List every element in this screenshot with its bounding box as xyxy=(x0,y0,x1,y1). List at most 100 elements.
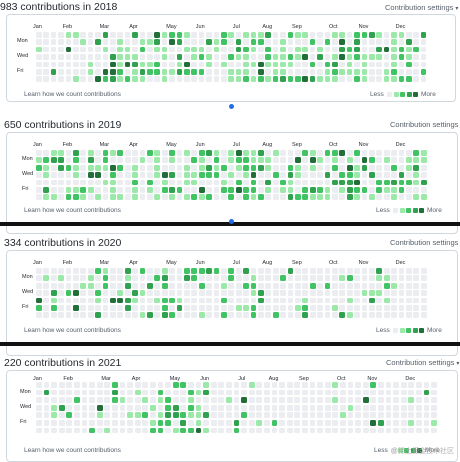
contribution-day-cell[interactable] xyxy=(355,412,361,419)
contribution-day-cell[interactable] xyxy=(58,412,65,419)
contribution-day-cell[interactable] xyxy=(391,39,397,45)
contribution-day-cell[interactable] xyxy=(195,427,202,434)
contribution-day-cell[interactable] xyxy=(203,397,209,403)
contribution-day-cell[interactable] xyxy=(431,427,437,434)
contribution-day-cell[interactable] xyxy=(117,305,124,311)
contribution-day-cell[interactable] xyxy=(340,420,346,426)
contribution-day-cell[interactable] xyxy=(309,420,316,426)
contribution-day-cell[interactable] xyxy=(332,157,338,164)
contribution-day-cell[interactable] xyxy=(400,404,407,411)
contribution-day-cell[interactable] xyxy=(369,172,375,179)
contribution-day-cell[interactable] xyxy=(295,150,301,156)
contribution-day-cell[interactable] xyxy=(406,290,412,297)
contribution-day-cell[interactable] xyxy=(180,420,187,426)
contribution-day-cell[interactable] xyxy=(161,54,168,60)
contribution-day-cell[interactable] xyxy=(95,150,102,156)
contribution-day-cell[interactable] xyxy=(398,69,405,75)
contribution-day-cell[interactable] xyxy=(408,420,415,426)
contribution-day-cell[interactable] xyxy=(142,382,149,388)
contribution-day-cell[interactable] xyxy=(302,297,309,304)
contribution-day-cell[interactable] xyxy=(221,69,227,75)
contribution-day-cell[interactable] xyxy=(65,76,72,82)
contribution-day-cell[interactable] xyxy=(309,61,316,68)
contribution-day-cell[interactable] xyxy=(73,297,79,304)
contribution-day-cell[interactable] xyxy=(280,282,287,289)
contribution-day-cell[interactable] xyxy=(134,389,141,396)
contribution-day-cell[interactable] xyxy=(423,389,430,396)
contribution-day-cell[interactable] xyxy=(279,427,285,434)
contribution-day-cell[interactable] xyxy=(398,297,405,304)
contribution-day-cell[interactable] xyxy=(347,382,354,388)
contribution-day-cell[interactable] xyxy=(241,427,247,434)
contribution-day-cell[interactable] xyxy=(73,275,79,282)
contribution-day-cell[interactable] xyxy=(119,382,126,388)
contribution-day-cell[interactable] xyxy=(413,194,420,201)
contribution-day-cell[interactable] xyxy=(195,389,202,396)
contribution-day-cell[interactable] xyxy=(250,297,257,304)
contribution-day-cell[interactable] xyxy=(161,275,168,282)
contribution-day-cell[interactable] xyxy=(117,282,124,289)
contribution-day-cell[interactable] xyxy=(124,282,131,289)
contribution-day-cell[interactable] xyxy=(169,69,175,75)
contribution-day-cell[interactable] xyxy=(150,412,156,419)
contribution-day-cell[interactable] xyxy=(250,54,257,60)
contribution-day-cell[interactable] xyxy=(324,39,331,45)
contribution-day-cell[interactable] xyxy=(96,382,103,388)
contribution-day-cell[interactable] xyxy=(221,150,227,156)
contribution-day-cell[interactable] xyxy=(65,268,72,274)
contribution-day-cell[interactable] xyxy=(295,157,301,164)
contribution-day-cell[interactable] xyxy=(286,420,293,426)
contribution-day-cell[interactable] xyxy=(81,420,88,426)
contribution-day-cell[interactable] xyxy=(376,76,382,82)
contribution-day-cell[interactable] xyxy=(206,69,212,75)
contribution-day-cell[interactable] xyxy=(370,427,377,434)
contribution-day-cell[interactable] xyxy=(279,389,285,396)
contribution-day-cell[interactable] xyxy=(124,172,131,179)
contribution-day-cell[interactable] xyxy=(226,412,232,419)
contribution-day-cell[interactable] xyxy=(361,268,368,274)
contribution-day-cell[interactable] xyxy=(95,179,102,186)
contribution-day-cell[interactable] xyxy=(258,39,264,45)
contribution-day-cell[interactable] xyxy=(154,194,161,201)
contribution-day-cell[interactable] xyxy=(213,69,220,75)
contribution-day-cell[interactable] xyxy=(147,172,153,179)
contribution-day-cell[interactable] xyxy=(139,290,146,297)
contribution-day-cell[interactable] xyxy=(408,382,415,388)
contribution-day-cell[interactable] xyxy=(243,179,250,186)
contribution-day-cell[interactable] xyxy=(385,382,392,388)
contribution-day-cell[interactable] xyxy=(191,290,198,297)
contribution-day-cell[interactable] xyxy=(346,69,353,75)
contribution-day-cell[interactable] xyxy=(102,179,109,186)
contribution-day-cell[interactable] xyxy=(324,290,331,297)
contribution-day-cell[interactable] xyxy=(89,404,95,411)
contribution-day-cell[interactable] xyxy=(369,194,375,201)
contribution-day-cell[interactable] xyxy=(431,420,437,426)
contribution-day-cell[interactable] xyxy=(203,404,209,411)
contribution-day-cell[interactable] xyxy=(87,179,94,186)
contribution-day-cell[interactable] xyxy=(361,46,368,53)
contribution-day-cell[interactable] xyxy=(228,172,235,179)
contribution-day-cell[interactable] xyxy=(324,397,331,403)
contribution-day-cell[interactable] xyxy=(332,61,338,68)
contribution-day-cell[interactable] xyxy=(80,157,87,164)
contribution-day-cell[interactable] xyxy=(408,427,415,434)
contribution-day-cell[interactable] xyxy=(264,404,270,411)
contribution-day-cell[interactable] xyxy=(191,187,198,193)
contribution-day-cell[interactable] xyxy=(420,275,427,282)
contribution-day-cell[interactable] xyxy=(65,150,72,156)
contribution-day-cell[interactable] xyxy=(347,427,354,434)
contribution-day-cell[interactable] xyxy=(250,282,257,289)
contribution-day-cell[interactable] xyxy=(169,46,175,53)
contribution-day-cell[interactable] xyxy=(287,61,294,68)
contribution-day-cell[interactable] xyxy=(50,187,57,193)
contribution-day-cell[interactable] xyxy=(317,297,324,304)
contribution-day-cell[interactable] xyxy=(346,297,353,304)
contribution-day-cell[interactable] xyxy=(369,54,375,60)
contribution-day-cell[interactable] xyxy=(287,290,294,297)
contribution-day-cell[interactable] xyxy=(346,268,353,274)
contribution-day-cell[interactable] xyxy=(391,194,398,201)
contribution-day-cell[interactable] xyxy=(369,275,375,282)
contribution-day-cell[interactable] xyxy=(154,46,160,53)
contribution-day-cell[interactable] xyxy=(324,187,331,193)
contribution-day-cell[interactable] xyxy=(66,382,73,388)
